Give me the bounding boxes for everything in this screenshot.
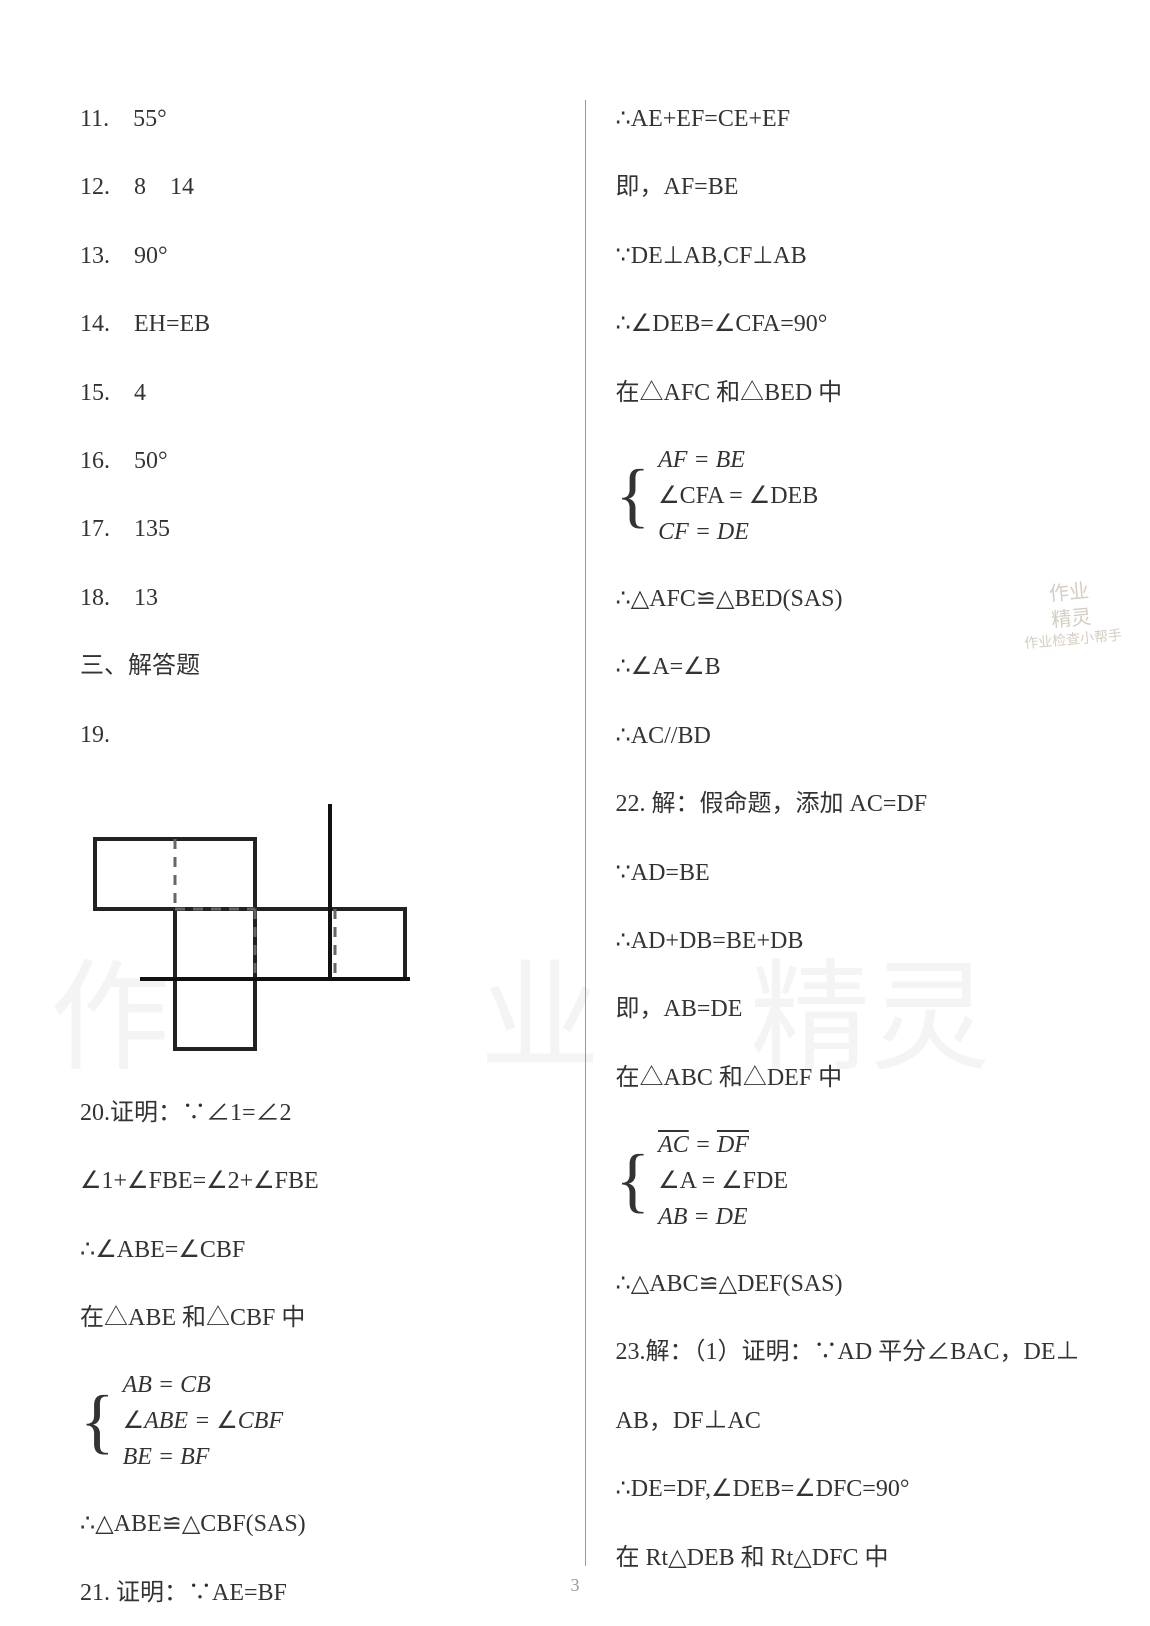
proof-line: ∠1+∠FBE=∠2+∠FBE bbox=[80, 1162, 555, 1200]
answer-item: 12. 8 14 bbox=[80, 168, 555, 206]
proof-line: ∵AD=BE bbox=[616, 854, 1091, 892]
proof-line: ∴△AFC≌△BED(SAS) bbox=[616, 580, 1091, 618]
proof-line: 在△ABC 和△DEF 中 bbox=[616, 1059, 1091, 1097]
proof-line: 23.解：（1）证明：∵AD 平分∠BAC，DE⊥ bbox=[616, 1333, 1091, 1371]
proof-line: ∴∠DEB=∠CFA=90° bbox=[616, 305, 1091, 343]
proof-line: ∴△ABC≌△DEF(SAS) bbox=[616, 1265, 1091, 1303]
answer-item: 17. 135 bbox=[80, 510, 555, 548]
answer-item: 15. 4 bbox=[80, 374, 555, 412]
proof-line: 22. 解：假命题，添加 AC=DF bbox=[616, 785, 1091, 823]
proof-line: AB，DF⊥AC bbox=[616, 1402, 1091, 1440]
brace-equations: { AB = CB ∠ABE = ∠CBF BE = BF bbox=[80, 1367, 555, 1475]
answer-item: 11. 55° bbox=[80, 100, 555, 138]
proof-line: ∴∠ABE=∠CBF bbox=[80, 1231, 555, 1269]
proof-line: 在△ABE 和△CBF 中 bbox=[80, 1299, 555, 1337]
proof-line: ∴AE+EF=CE+EF bbox=[616, 100, 1091, 138]
proof-line: 21. 证明：∵AE=BF bbox=[80, 1574, 555, 1612]
brace-equations: { AF = BE ∠CFA = ∠DEB CF = DE bbox=[616, 442, 1091, 550]
proof-line: 在△AFC 和△BED 中 bbox=[616, 374, 1091, 412]
proof-line: ∴AD+DB=BE+DB bbox=[616, 922, 1091, 960]
proof-line: 20.证明：∵∠1=∠2 bbox=[80, 1094, 555, 1132]
section-heading: 三、解答题 bbox=[80, 647, 555, 685]
left-column: 11. 55° 12. 8 14 13. 90° 14. EH=EB 15. 4… bbox=[80, 100, 585, 1566]
answer-item: 18. 13 bbox=[80, 579, 555, 617]
right-column: ∴AE+EF=CE+EF 即，AF=BE ∵DE⊥AB,CF⊥AB ∴∠DEB=… bbox=[586, 100, 1091, 1566]
proof-line: ∵DE⊥AB,CF⊥AB bbox=[616, 237, 1091, 275]
proof-line: 在 Rt△DEB 和 Rt△DFC 中 bbox=[616, 1539, 1091, 1577]
proof-line: 即，AB=DE bbox=[616, 990, 1091, 1028]
brace-equations: { AC = DF ∠A = ∠FDE AB = DE bbox=[616, 1127, 1091, 1235]
proof-line: ∴△ABE≌△CBF(SAS) bbox=[80, 1505, 555, 1543]
proof-line: 即，AF=BE bbox=[616, 168, 1091, 206]
proof-line: ∴∠A=∠B bbox=[616, 648, 1091, 686]
answer-item: 14. EH=EB bbox=[80, 305, 555, 343]
proof-line: ∴AC//BD bbox=[616, 717, 1091, 755]
answer-item: 19. bbox=[80, 716, 555, 754]
answer-item: 16. 50° bbox=[80, 442, 555, 480]
geometry-diagram bbox=[80, 804, 420, 1064]
proof-line: ∴DE=DF,∠DEB=∠DFC=90° bbox=[616, 1470, 1091, 1508]
answer-item: 13. 90° bbox=[80, 237, 555, 275]
